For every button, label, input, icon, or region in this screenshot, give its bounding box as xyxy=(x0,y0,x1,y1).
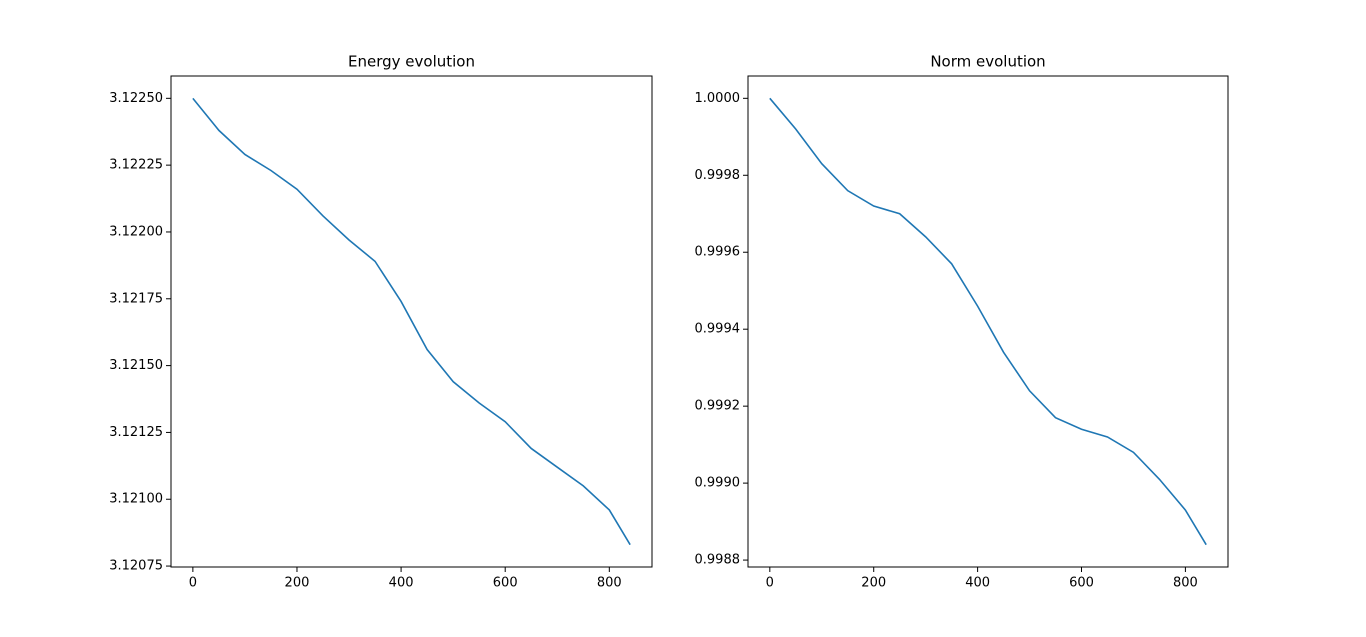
chart-title: Energy evolution xyxy=(348,53,475,71)
x-tick-label: 600 xyxy=(1069,576,1094,591)
y-tick-label: 3.12225 xyxy=(109,158,163,173)
x-tick-label: 0 xyxy=(189,576,197,591)
y-tick-label: 0.9994 xyxy=(695,322,741,337)
x-tick-label: 0 xyxy=(766,576,774,591)
x-tick-label: 800 xyxy=(1173,576,1198,591)
y-tick-label: 3.12125 xyxy=(109,425,163,440)
x-tick-label: 800 xyxy=(597,576,622,591)
y-tick-label: 0.9992 xyxy=(695,399,741,414)
y-tick-label: 3.12150 xyxy=(109,358,163,373)
y-tick-label: 0.9990 xyxy=(695,476,741,491)
x-tick-label: 200 xyxy=(285,576,310,591)
x-tick-label: 400 xyxy=(389,576,414,591)
y-tick-label: 3.12100 xyxy=(109,492,163,507)
line-series xyxy=(769,97,1207,546)
y-tick-label: 1.0000 xyxy=(695,91,741,106)
y-tick-label: 0.9998 xyxy=(695,168,741,183)
axes-frame xyxy=(170,75,653,568)
x-tick-label: 200 xyxy=(861,576,886,591)
y-tick-label: 3.12075 xyxy=(109,559,163,574)
y-tick-label: 0.9996 xyxy=(695,245,741,260)
axes-frame xyxy=(747,75,1229,568)
x-tick-label: 600 xyxy=(493,576,518,591)
y-tick-label: 0.9988 xyxy=(695,553,741,568)
y-tick-label: 3.12250 xyxy=(109,91,163,106)
y-tick-label: 3.12200 xyxy=(109,224,163,239)
x-tick-label: 400 xyxy=(965,576,990,591)
line-series xyxy=(192,97,631,546)
y-tick-label: 3.12175 xyxy=(109,291,163,306)
chart-title: Norm evolution xyxy=(930,53,1045,71)
